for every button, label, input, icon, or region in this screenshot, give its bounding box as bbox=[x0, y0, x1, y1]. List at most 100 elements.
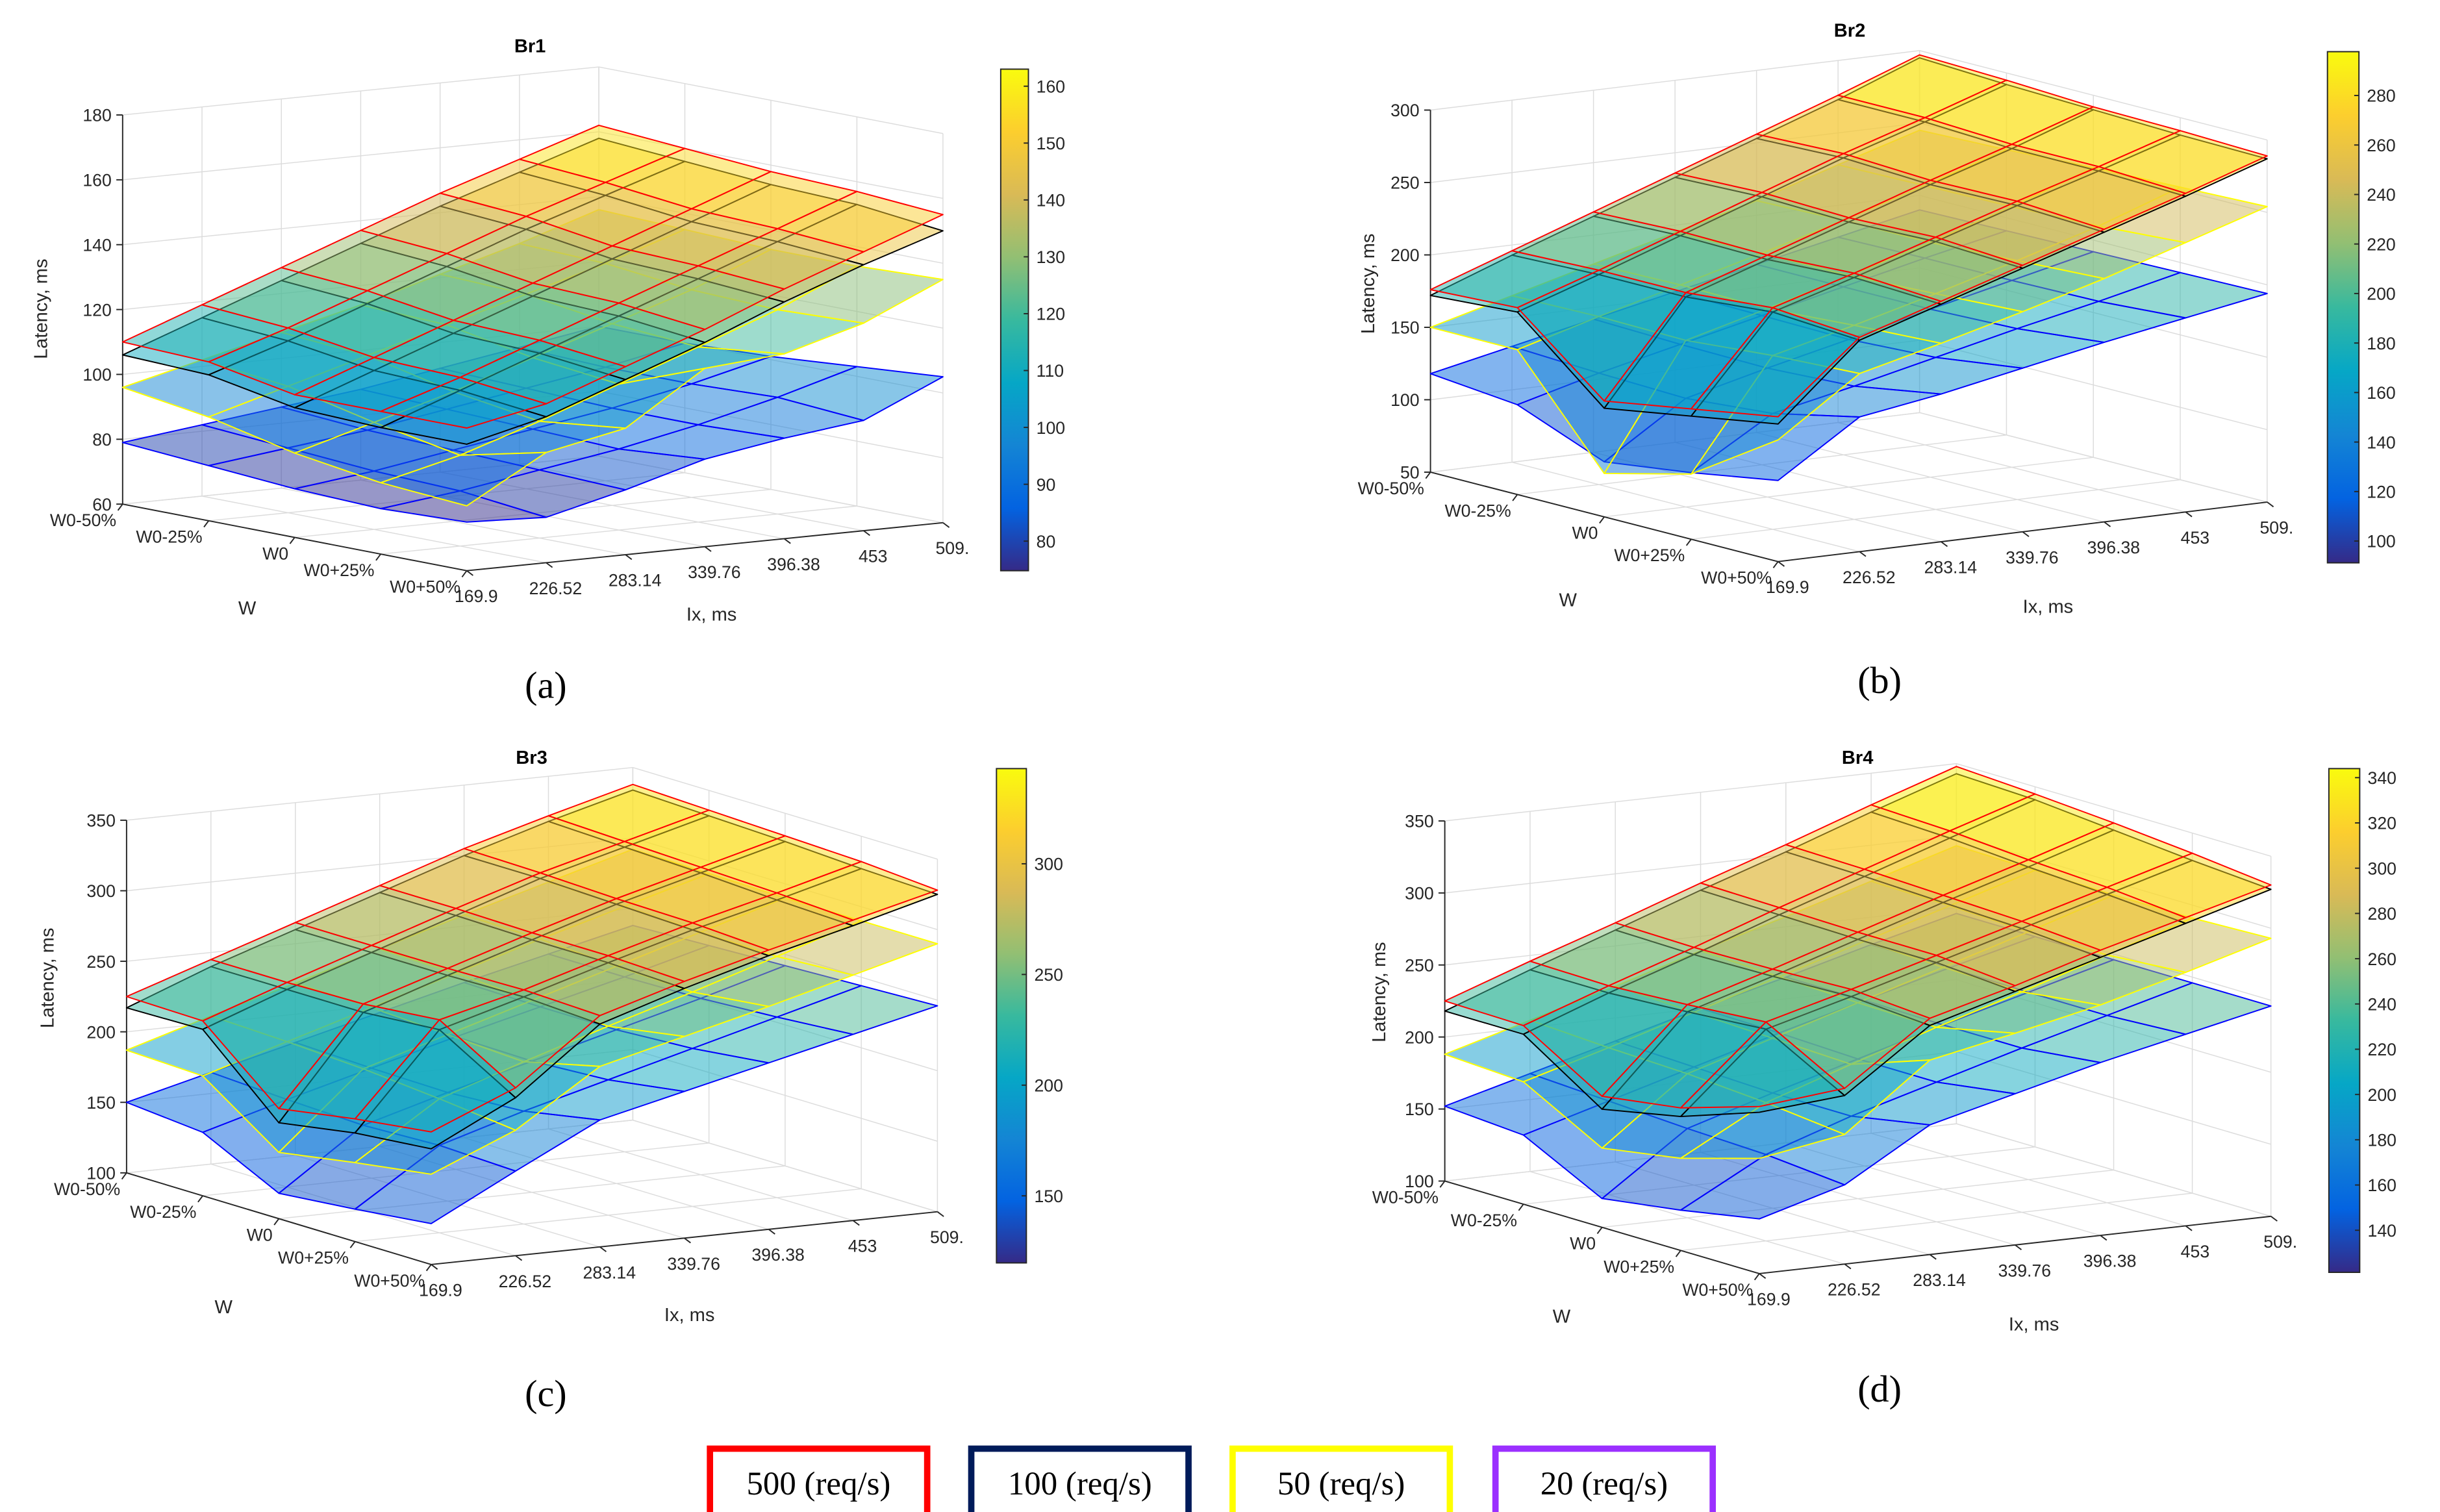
colorbar-tick-label: 240 bbox=[2367, 185, 2395, 205]
w-tick-label: W0 bbox=[247, 1225, 273, 1244]
w-axis bbox=[122, 503, 467, 572]
colorbar bbox=[996, 768, 1027, 1264]
colorbar-tick-label: 200 bbox=[2367, 284, 2395, 304]
z-tick-label: 120 bbox=[82, 300, 111, 320]
ix-tick bbox=[783, 538, 791, 544]
surface-500-req-s bbox=[1444, 766, 2272, 1109]
gridline bbox=[1680, 1192, 2193, 1252]
ix-tick-label: 396.38 bbox=[2083, 1252, 2137, 1271]
ix-tick-label: 509. bbox=[2263, 1232, 2297, 1252]
ix-tick bbox=[1759, 1273, 1767, 1279]
w-tick-label: W0-25% bbox=[130, 1202, 196, 1222]
colorbar-tick-label: 90 bbox=[1037, 475, 1056, 494]
w-tick bbox=[1685, 538, 1692, 546]
colorbar-tick-label: 140 bbox=[1037, 191, 1065, 210]
z-tick-label: 150 bbox=[1405, 1100, 1433, 1119]
colorbar-tick-label: 150 bbox=[1037, 134, 1065, 153]
surface-patch bbox=[1679, 1153, 1846, 1220]
legend-item: 500 (req/s) bbox=[707, 1445, 931, 1512]
ix-tick-label: 169.9 bbox=[419, 1280, 462, 1300]
colorbar bbox=[2326, 51, 2360, 564]
surface-plot-br3: 100 150 200 250 300 350 W0-50% W0-25% W0 W0+25%W0… bbox=[37, 748, 1063, 1415]
ix-tick-label: 453 bbox=[859, 547, 887, 566]
w-tick bbox=[1754, 1273, 1760, 1281]
colorbar-tick-label: 100 bbox=[2367, 532, 2395, 551]
ix-tick-label: 509. bbox=[2259, 518, 2293, 538]
w-tick bbox=[121, 1172, 127, 1180]
panel-label: (a) bbox=[525, 664, 567, 706]
w-tick bbox=[273, 1218, 280, 1226]
w-tick bbox=[349, 1241, 356, 1248]
w-tick-label: W0 bbox=[262, 544, 288, 563]
gridline bbox=[1604, 457, 2094, 518]
w-axis-label: W bbox=[1559, 590, 1577, 611]
ix-tick bbox=[768, 1229, 775, 1235]
ix-tick bbox=[2270, 1215, 2278, 1222]
legend-label: 20 (req/s) bbox=[1541, 1466, 1668, 1502]
w-tick bbox=[1772, 561, 1779, 568]
w-axis-label: W bbox=[1553, 1307, 1571, 1328]
colorbar-tick-label: 220 bbox=[2367, 234, 2395, 254]
w-tick bbox=[375, 553, 381, 561]
colorbar-tick-label: 150 bbox=[1034, 1187, 1063, 1206]
ix-tick bbox=[431, 1264, 438, 1270]
ix-tick-label: 339.76 bbox=[667, 1254, 720, 1274]
legend: 500 (req/s) 100 (req/s) 50 (req/s) 20 (req/… bbox=[707, 1445, 1717, 1512]
colorbar-tick-label: 80 bbox=[1037, 532, 1056, 551]
gridline bbox=[1691, 479, 2181, 540]
ix-tick bbox=[2185, 511, 2193, 518]
ix-tick bbox=[1929, 1254, 1937, 1260]
gridline bbox=[633, 1119, 938, 1213]
ix-tick-label: 339.76 bbox=[688, 562, 741, 582]
z-tick-label: 200 bbox=[1390, 246, 1419, 265]
ix-tick bbox=[515, 1255, 523, 1261]
colorbar-tick-label: 160 bbox=[2368, 1176, 2396, 1195]
colorbar-tick-label: 300 bbox=[2368, 859, 2396, 878]
gridline bbox=[1444, 763, 1957, 822]
panel-label: (c) bbox=[525, 1372, 567, 1415]
w-tick bbox=[203, 520, 210, 528]
w-tick-label: W0+50% bbox=[1682, 1280, 1753, 1300]
w-tick-label: W0+25% bbox=[278, 1248, 349, 1268]
colorbar-tick-label: 200 bbox=[1034, 1076, 1063, 1095]
w-tick-label: W0+50% bbox=[1701, 568, 1772, 588]
gridline bbox=[1919, 50, 2268, 141]
legend-label: 50 (req/s) bbox=[1277, 1466, 1405, 1502]
w-tick bbox=[461, 570, 468, 577]
colorbar bbox=[2328, 768, 2361, 1273]
surface-500-req-s bbox=[125, 783, 938, 1133]
colorbar-tick-label: 260 bbox=[2368, 950, 2396, 969]
plot-title: Br1 bbox=[514, 36, 546, 57]
legend-label: 100 (req/s) bbox=[1008, 1466, 1152, 1502]
ix-tick bbox=[1941, 541, 1948, 548]
w-tick bbox=[1596, 1227, 1603, 1234]
ix-tick bbox=[1844, 1263, 1852, 1270]
z-tick-label: 60 bbox=[92, 495, 112, 514]
z-axis-label: Latency, ms bbox=[1369, 942, 1390, 1042]
w-tick bbox=[197, 1195, 203, 1203]
w-tick-label: W0-50% bbox=[1358, 479, 1424, 498]
w-tick bbox=[1425, 472, 1431, 479]
gridline bbox=[1956, 1123, 2271, 1217]
colorbar-tick-label: 130 bbox=[1037, 247, 1065, 267]
z-tick-label: 100 bbox=[82, 365, 111, 384]
w-tick-label: W0+25% bbox=[1614, 546, 1685, 565]
ix-axis-label: Ix, ms bbox=[686, 605, 737, 625]
w-tick-label: W0+50% bbox=[354, 1271, 425, 1291]
colorbar-tick-label: 340 bbox=[2368, 768, 2396, 788]
w-axis bbox=[126, 1172, 432, 1265]
z-tick-label: 80 bbox=[92, 430, 112, 449]
z-tick-label: 350 bbox=[86, 811, 115, 831]
ix-tick bbox=[863, 530, 870, 536]
z-tick-label: 200 bbox=[1405, 1027, 1433, 1047]
z-tick-label: 100 bbox=[1405, 1172, 1433, 1191]
ix-tick-label: 453 bbox=[848, 1237, 877, 1256]
w-tick-label: W0-25% bbox=[136, 527, 202, 547]
colorbar-tick-label: 300 bbox=[1034, 855, 1063, 874]
colorbar-tick-label: 280 bbox=[2368, 904, 2396, 924]
colorbar bbox=[1000, 68, 1029, 572]
z-tick-label: 180 bbox=[82, 106, 111, 125]
colorbar-tick-label: 140 bbox=[2367, 433, 2395, 452]
w-tick-label: W0+50% bbox=[390, 577, 460, 597]
